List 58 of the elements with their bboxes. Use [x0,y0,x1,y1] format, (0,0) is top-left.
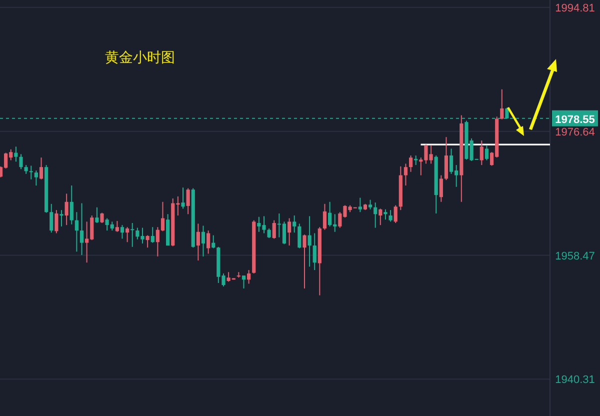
candlestick [34,170,38,186]
candlestick [242,275,246,289]
candlestick [64,193,68,226]
candlestick [288,218,292,246]
candlestick [358,197,362,213]
candlestick [60,210,64,227]
candlestick [322,203,327,230]
candlestick [480,140,484,166]
candlestick [408,154,413,172]
candlestick [201,225,206,257]
candlestick [272,220,276,240]
y-tick-label: 1994.81 [555,2,595,14]
candlestick [444,136,448,181]
candlestick [130,222,134,248]
candlestick [196,223,200,262]
candlestick [14,146,18,162]
candlestick [384,208,388,220]
candlestick [100,212,104,224]
candlestick [54,210,58,234]
candlestick [126,226,130,243]
candlestick [146,234,150,248]
candlestick [267,228,271,239]
candlestick [80,202,84,256]
ref-line-label: 1978.55 [555,114,595,126]
candlestick [74,212,78,252]
candlestick [302,234,306,289]
candlestick [308,216,312,268]
candlestick [394,204,398,224]
candlestick [181,187,185,210]
candlestick [484,144,489,161]
candlestick [206,230,210,254]
candlestick [298,223,302,249]
y-tick-label: 1940.31 [555,374,595,386]
candlestick [70,184,74,225]
y-tick-label: 1958.47 [555,250,595,262]
candlestick [292,215,296,234]
candlestick [186,188,190,215]
text: 黄金小时图 [105,49,175,65]
candlestick [50,203,54,234]
candlestick [368,199,372,210]
candlestick [212,234,216,249]
candlestick [374,202,378,228]
candlestick [414,154,418,166]
candlestick [95,206,99,224]
candlestick [39,157,44,180]
candlestick [150,226,154,244]
candlestick [500,88,504,120]
candlestick [312,232,316,271]
candlestick [115,220,119,232]
candlestick [247,270,251,284]
candlestick [388,210,392,222]
candlestick [120,224,124,240]
candlestick [29,165,33,180]
candlestick [19,154,23,170]
candlestick [439,174,443,202]
y-tick-label: 1976.64 [555,126,595,138]
candlestick [404,163,408,186]
candlestick [378,208,382,226]
